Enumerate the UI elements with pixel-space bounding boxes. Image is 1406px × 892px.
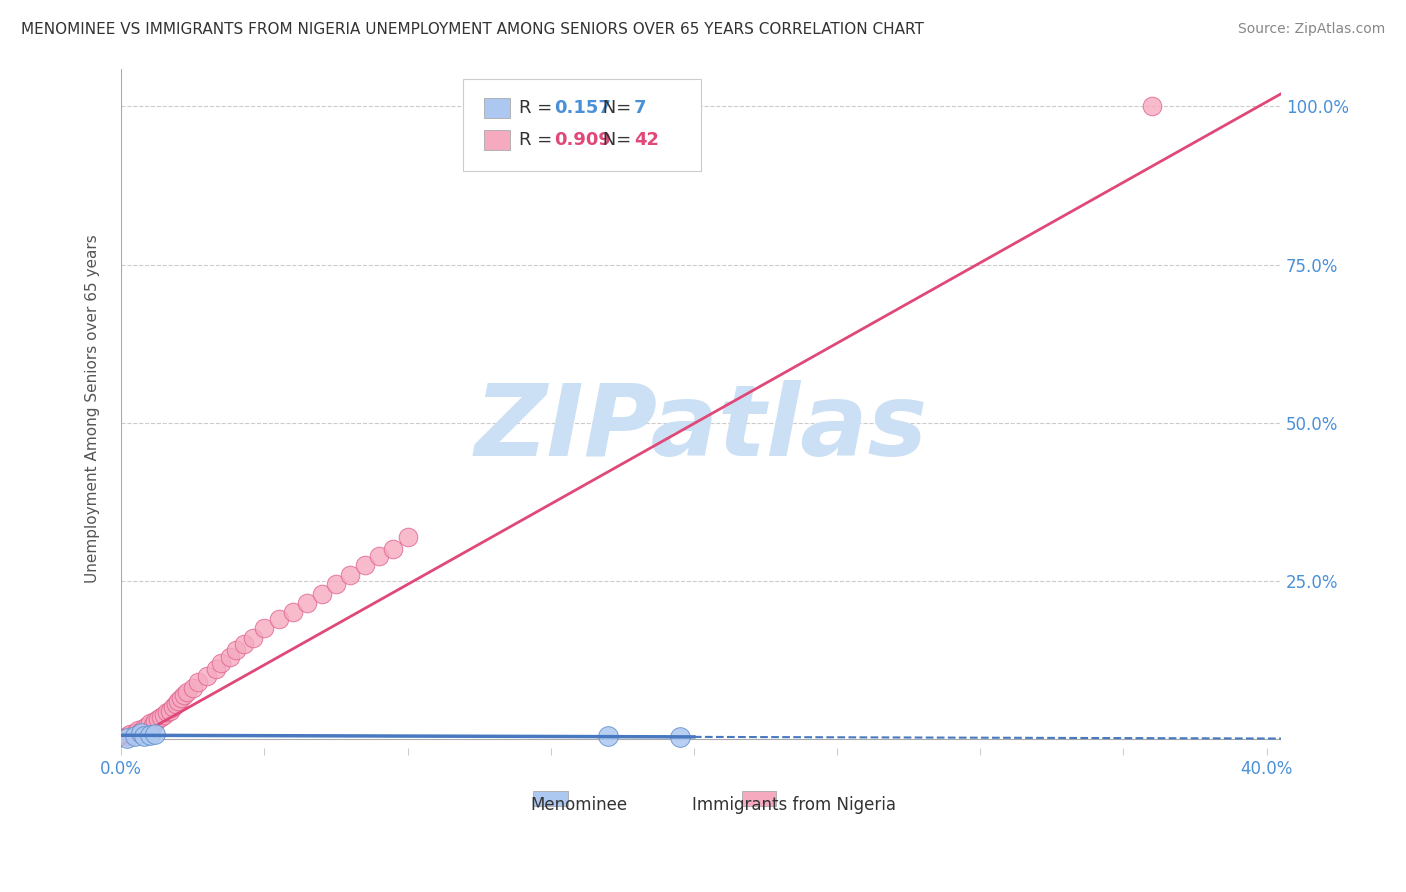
Point (325, 577, 347, 591)
Point (162, 700, 184, 714)
Text: N=: N= (596, 131, 637, 149)
FancyBboxPatch shape (533, 791, 568, 806)
Point (176, 684, 198, 698)
Point (150, 710, 173, 724)
Text: 0.157: 0.157 (554, 99, 610, 117)
Point (181, 681, 204, 696)
Point (382, 542, 405, 557)
Text: 0.909: 0.909 (554, 131, 610, 149)
Text: Immigrants from Nigeria: Immigrants from Nigeria (692, 796, 896, 814)
Text: MENOMINEE VS IMMIGRANTS FROM NIGERIA UNEMPLOYMENT AMONG SENIORS OVER 65 YEARS CO: MENOMINEE VS IMMIGRANTS FROM NIGERIA UNE… (21, 22, 924, 37)
Point (219, 649, 242, 664)
Point (311, 586, 333, 600)
Point (139, 716, 162, 731)
Point (132, 730, 155, 744)
Point (396, 530, 419, 544)
Point (153, 708, 176, 723)
Point (127, 723, 149, 737)
Point (129, 725, 152, 739)
Point (148, 712, 170, 726)
Point (135, 719, 157, 733)
Point (165, 697, 187, 711)
Point (297, 596, 319, 610)
Point (195, 669, 218, 683)
Point (115, 731, 138, 745)
Point (156, 706, 179, 720)
Point (170, 690, 193, 705)
Point (124, 729, 146, 743)
Point (145, 727, 167, 741)
Text: ZIPatlas: ZIPatlas (474, 380, 928, 477)
Y-axis label: Unemployment Among Seniors over 65 years: Unemployment Among Seniors over 65 years (86, 234, 100, 582)
Point (225, 643, 247, 657)
Point (145, 714, 167, 729)
Point (167, 694, 190, 708)
Point (209, 656, 232, 670)
Point (139, 728, 162, 742)
Point (129, 724, 152, 739)
FancyBboxPatch shape (741, 791, 776, 806)
Point (1140, 99, 1163, 113)
Point (118, 727, 141, 741)
Point (159, 704, 181, 718)
FancyBboxPatch shape (484, 98, 509, 118)
Text: 7: 7 (634, 99, 647, 117)
Point (173, 688, 195, 702)
FancyBboxPatch shape (464, 78, 702, 170)
Text: R =: R = (519, 131, 558, 149)
Text: 42: 42 (634, 131, 659, 149)
Text: Source: ZipAtlas.com: Source: ZipAtlas.com (1237, 22, 1385, 37)
Point (132, 721, 155, 735)
Point (267, 612, 290, 626)
Text: N=: N= (596, 99, 637, 117)
Point (339, 567, 361, 582)
Text: Menominee: Menominee (530, 796, 628, 814)
Point (233, 637, 256, 651)
Point (187, 675, 209, 690)
Point (142, 718, 165, 732)
Point (281, 606, 304, 620)
Point (124, 725, 146, 739)
Point (253, 621, 276, 635)
Point (668, 730, 690, 744)
Point (353, 558, 375, 572)
FancyBboxPatch shape (484, 129, 509, 150)
Point (596, 730, 619, 744)
Point (367, 549, 389, 563)
Point (115, 729, 138, 743)
Text: R =: R = (519, 99, 558, 117)
Point (242, 631, 264, 645)
Point (204, 662, 226, 676)
